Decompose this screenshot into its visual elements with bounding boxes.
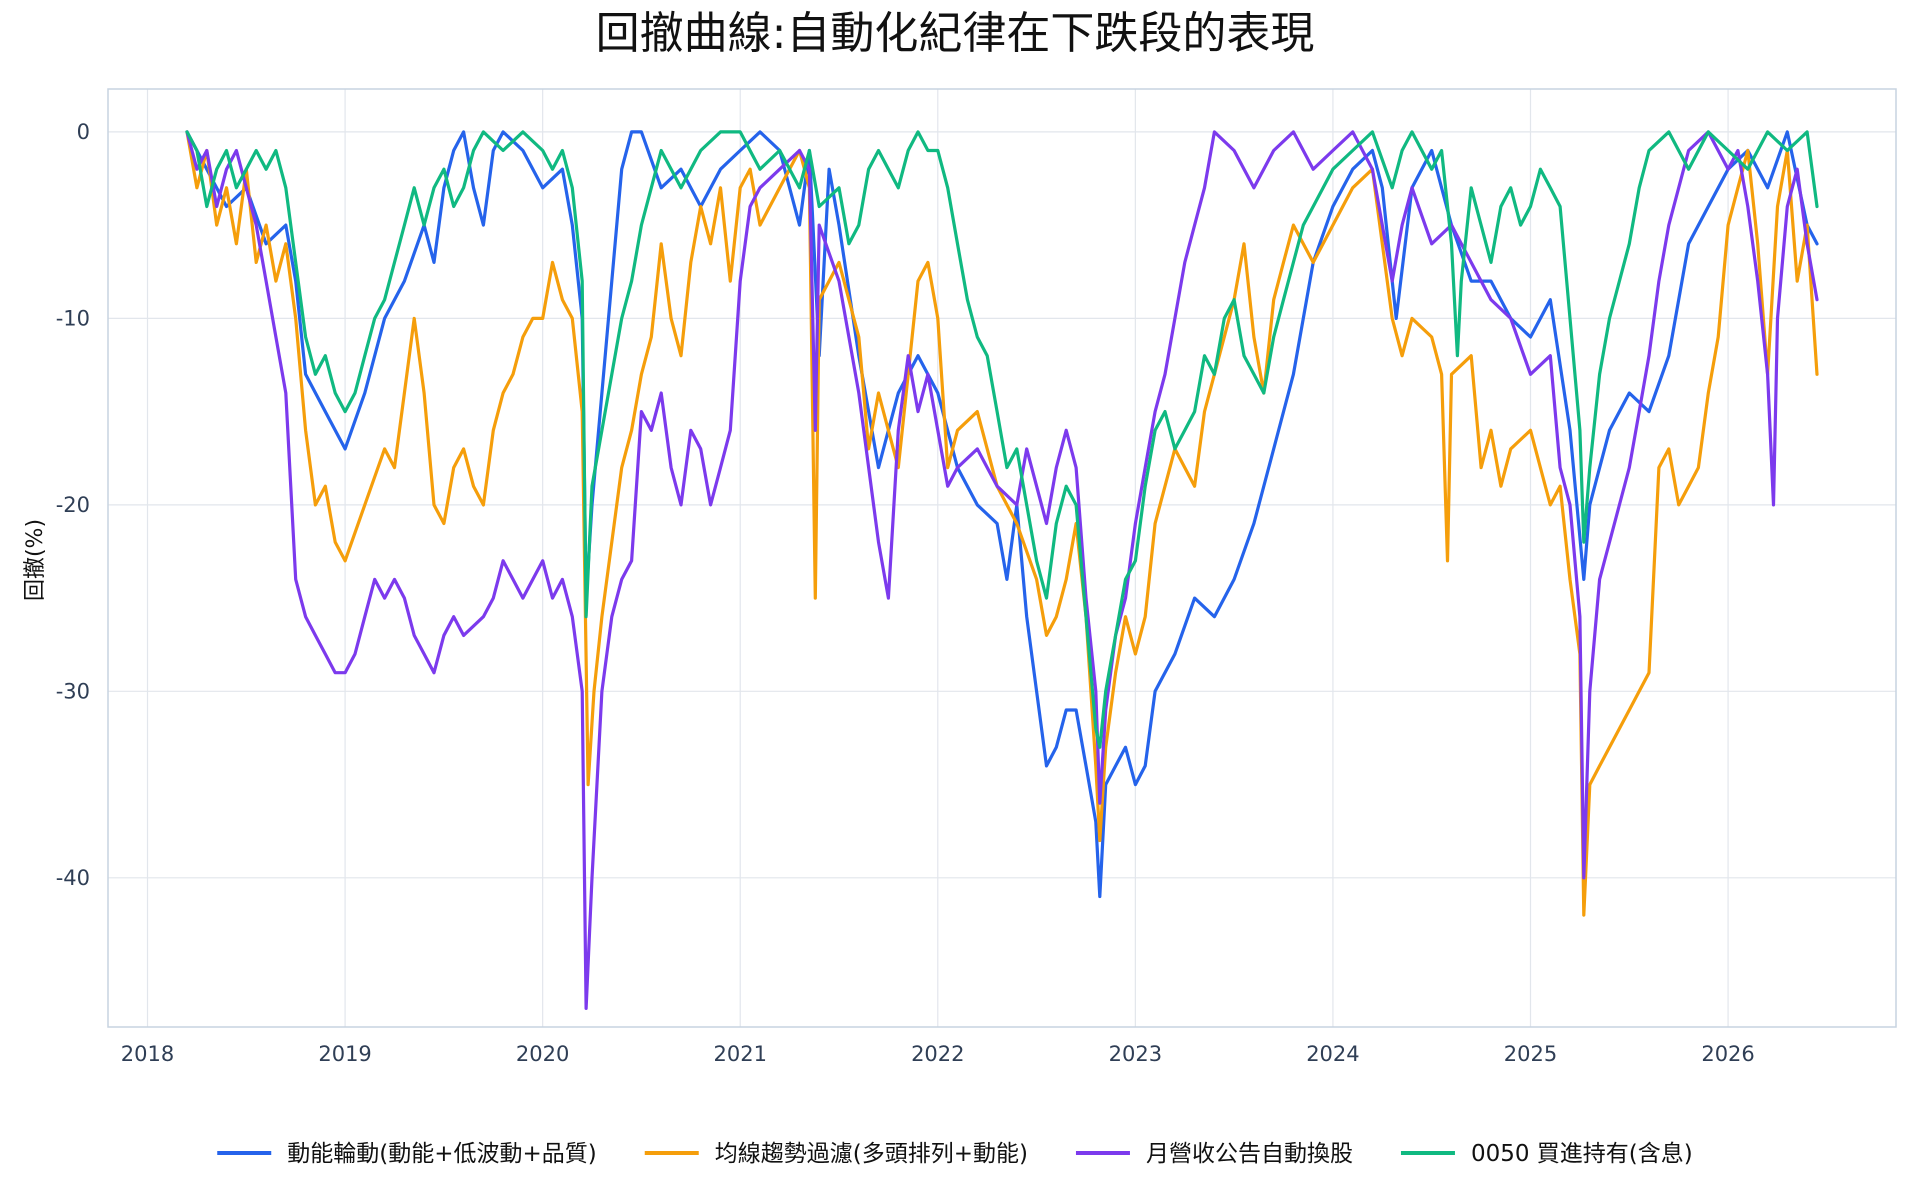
y-tick-label: -20 xyxy=(56,493,90,517)
series-line-1 xyxy=(185,130,1819,899)
x-tick-label: 2023 xyxy=(1109,1042,1162,1066)
legend-label: 動能輪動(動能+低波動+品質) xyxy=(287,1141,597,1167)
series-line-4 xyxy=(185,130,1819,749)
x-tick-label: 2018 xyxy=(121,1042,174,1066)
y-tick-label: -10 xyxy=(56,306,90,330)
y-axis-label: 回撤(%) xyxy=(23,519,48,601)
legend-label: 均線趨勢過濾(多頭排列+動能) xyxy=(715,1141,1028,1167)
legend: 動能輪動(動能+低波動+品質) 均線趨勢過濾(多頭排列+動能) 月營收公告自動換股 0… xyxy=(217,1141,1693,1167)
x-tick-label: 2022 xyxy=(911,1042,964,1066)
legend-label: 月營收公告自動換股 xyxy=(1146,1141,1353,1167)
x-tick-label: 2020 xyxy=(516,1042,569,1066)
x-tick-label: 2026 xyxy=(1701,1042,1754,1066)
chart-title: 回撤曲線:自動化紀律在下跌段的表現 xyxy=(596,8,1315,59)
x-tick-label: 2021 xyxy=(713,1042,766,1066)
legend-label: 0050 買進持有(含息) xyxy=(1471,1141,1693,1167)
x-tick-label: 2024 xyxy=(1306,1042,1359,1066)
axis-ticks: 2018 2019 2020 2021 2022 2023 2024 2025 2026 0 -10… xyxy=(56,120,1755,1066)
y-tick-label: -30 xyxy=(56,679,90,703)
x-tick-label: 2019 xyxy=(318,1042,371,1066)
x-tick-label: 2025 xyxy=(1504,1042,1557,1066)
y-tick-label: 0 xyxy=(77,120,90,144)
plot-area xyxy=(107,88,1897,1028)
series-line-3 xyxy=(185,130,1819,1010)
series-lines xyxy=(185,130,1819,1010)
y-tick-label: -40 xyxy=(56,866,90,890)
